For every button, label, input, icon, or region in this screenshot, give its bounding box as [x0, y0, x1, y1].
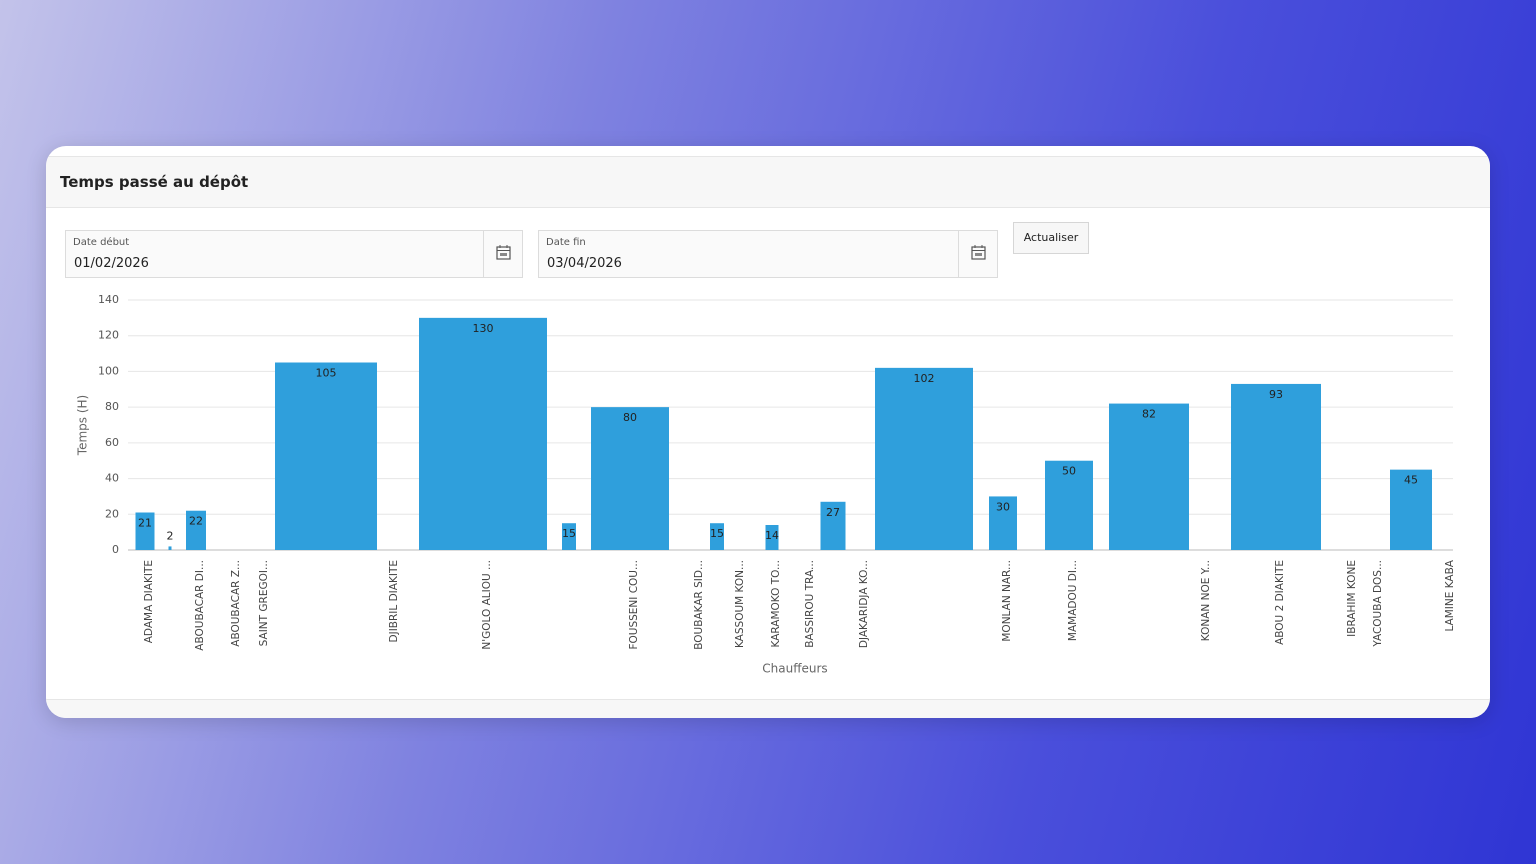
x-tick-label: KARAMOKO TO...	[770, 560, 782, 647]
card-header: Temps passé au dépôt	[46, 156, 1490, 208]
bar	[989, 496, 1017, 550]
data-label: 80	[623, 411, 637, 424]
x-tick-label: ADAMA DIAKITE	[143, 560, 155, 643]
bar	[591, 407, 669, 550]
data-label: 15	[710, 527, 724, 540]
card-title: Temps passé au dépôt	[60, 173, 249, 191]
bar	[135, 512, 155, 550]
bar	[820, 501, 846, 550]
data-label: 82	[1142, 408, 1156, 421]
x-tick-label: IBRAHIM KONE	[1346, 560, 1358, 637]
bar	[710, 523, 724, 550]
x-tick-label: MAMADOU DI...	[1067, 560, 1079, 641]
x-tick-label: DJAKARIDJA KO...	[858, 560, 870, 648]
bar	[1390, 469, 1432, 550]
y-tick-label: 40	[105, 472, 119, 485]
x-tick-label: N'GOLO ALIOU ...	[481, 560, 493, 650]
data-label: 45	[1404, 474, 1418, 487]
x-tick-label: ABOUBACAR Z...	[230, 560, 242, 647]
x-tick-label: BASSIROU TRA...	[804, 560, 816, 648]
bar	[1045, 460, 1093, 550]
x-axis-title: Chauffeurs	[762, 662, 827, 676]
x-tick-label: FOUSSENI COU...	[628, 560, 640, 650]
bar	[419, 317, 547, 550]
data-label: 102	[914, 372, 935, 385]
x-tick-label: BOUBAKAR SID...	[693, 560, 705, 650]
x-tick-label: ABOU 2 DIAKITE	[1274, 560, 1286, 645]
x-tick-label: DJIBRIL DIAKITE	[388, 560, 400, 642]
y-tick-label: 60	[105, 436, 119, 449]
calendar-icon[interactable]	[958, 231, 997, 277]
refresh-button[interactable]: Actualiser	[1013, 222, 1089, 254]
data-label: 93	[1269, 388, 1283, 401]
x-tick-label: YACOUBA DOS...	[1372, 560, 1384, 648]
bar	[765, 525, 779, 550]
data-label: 27	[826, 506, 840, 519]
bar	[1109, 403, 1189, 550]
data-label: 30	[996, 500, 1010, 513]
bar	[1231, 383, 1321, 550]
start-date-field[interactable]: Date début 01/02/2026	[65, 230, 523, 278]
field-value: 03/04/2026	[547, 256, 622, 271]
data-label: 2	[167, 529, 174, 542]
x-tick-label: KONAN NOE Y...	[1200, 560, 1212, 641]
data-label: 21	[138, 517, 152, 530]
x-tick-label: MONLAN NAR...	[1001, 560, 1013, 642]
data-label: 130	[473, 322, 494, 335]
field-label: Date fin	[546, 237, 586, 248]
data-label: 50	[1062, 465, 1076, 478]
calendar-icon[interactable]	[483, 231, 522, 277]
field-label: Date début	[73, 237, 130, 248]
data-label: 22	[189, 515, 203, 528]
bar	[275, 362, 377, 550]
bar	[562, 523, 576, 550]
data-label: 105	[316, 367, 337, 380]
x-tick-label: LAMINE KABA	[1444, 559, 1456, 631]
field-value: 01/02/2026	[74, 256, 149, 271]
y-tick-label: 140	[98, 293, 119, 306]
data-label: 14	[765, 529, 779, 542]
bar	[168, 546, 172, 550]
y-tick-label: 120	[98, 329, 119, 342]
card-footer	[46, 699, 1490, 718]
x-tick-label: SAINT GREGOI...	[258, 560, 270, 646]
end-date-field[interactable]: Date fin 03/04/2026	[538, 230, 998, 278]
y-axis-title: Temps (H)	[76, 395, 90, 456]
y-tick-label: 0	[112, 543, 119, 556]
bar	[186, 510, 206, 550]
y-tick-label: 80	[105, 400, 119, 413]
y-tick-label: 20	[105, 507, 119, 520]
bar	[875, 367, 973, 550]
x-tick-label: KASSOUM KON...	[734, 560, 746, 648]
x-tick-label: ABOUBACAR DI...	[194, 560, 206, 651]
y-tick-label: 100	[98, 364, 119, 377]
data-label: 15	[562, 527, 576, 540]
